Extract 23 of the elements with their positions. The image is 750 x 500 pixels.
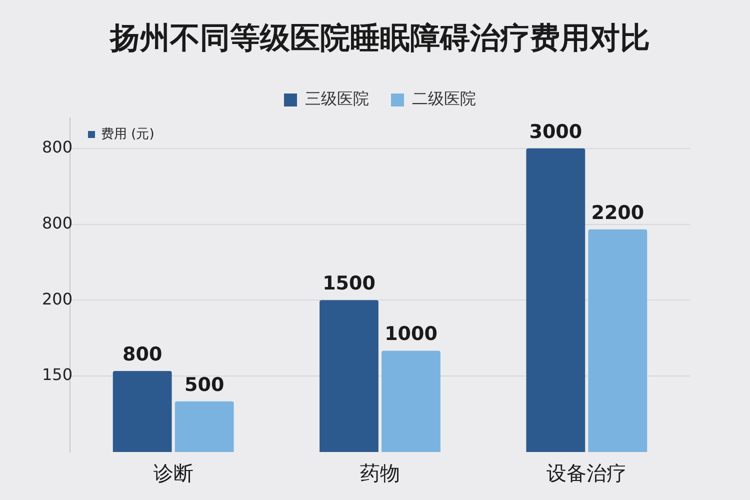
y-axis-title: 费用 (元) [101,126,154,143]
data-label: 1000 [384,323,438,346]
data-label: 3000 [529,120,582,143]
x-tick-label: 诊断 [153,461,194,486]
bar [112,371,172,452]
data-label: 2200 [591,202,644,224]
annotation: 200 [42,289,73,308]
x-tick-label: 设备治疗 [546,461,627,486]
x-tick-label: 药物 [360,461,400,486]
legend-label: 二级医院 [412,89,476,108]
data-label: 800 [122,343,162,366]
annotation: 800 [42,213,73,232]
annotation: 150 [42,365,73,384]
bar [588,229,648,452]
bar [382,350,440,452]
data-label: 1500 [322,272,376,295]
bar [174,401,234,452]
legend-label: 三级医院 [305,89,369,108]
chart-title: 扬州不同等级医院睡眠障碍治疗费用对比 [109,20,650,56]
data-label: 500 [184,374,224,396]
bar [320,300,378,452]
annotation: 800 [42,138,73,157]
bar [526,148,586,452]
